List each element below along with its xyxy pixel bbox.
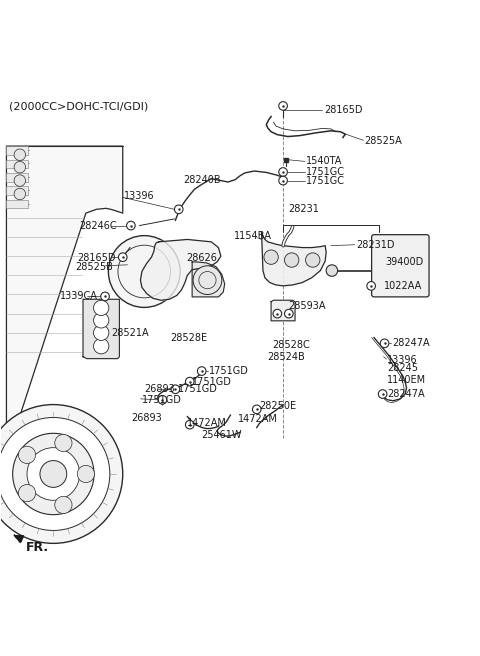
Text: 1472AM: 1472AM (238, 414, 277, 424)
Text: 26893: 26893 (144, 384, 175, 394)
Text: 1339CA: 1339CA (60, 291, 98, 301)
Text: 1751GD: 1751GD (142, 395, 182, 405)
Circle shape (27, 447, 80, 501)
Circle shape (14, 175, 25, 186)
Text: 1751GD: 1751GD (209, 366, 249, 376)
FancyBboxPatch shape (6, 173, 28, 182)
Circle shape (101, 292, 109, 300)
Circle shape (252, 405, 261, 414)
Circle shape (279, 176, 288, 185)
FancyBboxPatch shape (6, 199, 28, 209)
Text: 39400D: 39400D (385, 257, 424, 267)
Text: 26893: 26893 (131, 413, 162, 424)
Circle shape (279, 168, 288, 176)
Text: 28240B: 28240B (183, 174, 221, 184)
Text: 1751GC: 1751GC (306, 167, 345, 177)
Circle shape (119, 253, 127, 262)
Circle shape (77, 465, 95, 483)
Text: 28247A: 28247A (392, 338, 430, 348)
Text: 28626: 28626 (186, 253, 217, 262)
Circle shape (285, 253, 299, 267)
Polygon shape (83, 299, 120, 359)
FancyBboxPatch shape (6, 146, 28, 155)
Polygon shape (271, 300, 295, 321)
Text: 28250E: 28250E (259, 401, 296, 411)
Text: 28165D: 28165D (77, 253, 116, 262)
Circle shape (380, 339, 389, 348)
Circle shape (94, 300, 109, 316)
Text: 13396: 13396 (124, 192, 155, 201)
Text: 1751GD: 1751GD (178, 384, 217, 394)
Text: 1140EM: 1140EM (387, 375, 427, 384)
Polygon shape (6, 146, 123, 457)
Text: 25461W: 25461W (202, 430, 242, 440)
Circle shape (94, 313, 109, 328)
Circle shape (0, 417, 110, 531)
Circle shape (197, 367, 206, 375)
Circle shape (326, 265, 337, 276)
Circle shape (378, 390, 387, 398)
FancyBboxPatch shape (6, 159, 28, 168)
Circle shape (18, 446, 36, 463)
Text: 28231: 28231 (288, 204, 319, 215)
Polygon shape (192, 262, 225, 297)
FancyBboxPatch shape (6, 186, 28, 195)
Text: 28231D: 28231D (356, 239, 395, 250)
Circle shape (55, 497, 72, 514)
Circle shape (158, 396, 167, 404)
Circle shape (185, 420, 194, 429)
Circle shape (94, 325, 109, 340)
Circle shape (264, 250, 278, 264)
Circle shape (14, 188, 25, 199)
Circle shape (171, 385, 180, 394)
Circle shape (40, 461, 67, 487)
Circle shape (306, 253, 320, 267)
Text: (2000CC>DOHC-TCI/GDI): (2000CC>DOHC-TCI/GDI) (9, 102, 148, 112)
Text: 28521A: 28521A (111, 328, 148, 338)
Text: 28247A: 28247A (387, 389, 425, 399)
Text: 28245: 28245 (387, 363, 419, 373)
Circle shape (279, 102, 288, 110)
Text: 1022AA: 1022AA (384, 281, 422, 291)
Text: 28528C: 28528C (273, 340, 310, 350)
Circle shape (55, 434, 72, 451)
Circle shape (199, 272, 216, 289)
Circle shape (0, 405, 123, 543)
Polygon shape (141, 239, 221, 300)
Polygon shape (262, 232, 326, 286)
Text: 28528E: 28528E (170, 333, 208, 342)
Text: 13396: 13396 (387, 355, 418, 365)
Circle shape (193, 266, 222, 295)
Text: 28525A: 28525A (364, 136, 402, 146)
Text: 28593A: 28593A (288, 302, 325, 312)
Text: 1751GC: 1751GC (306, 176, 345, 186)
Text: 28246C: 28246C (80, 220, 117, 230)
Circle shape (273, 310, 282, 318)
Text: 28524B: 28524B (267, 352, 304, 361)
Circle shape (174, 205, 183, 214)
FancyBboxPatch shape (372, 235, 429, 297)
Circle shape (108, 236, 180, 308)
Circle shape (118, 245, 170, 298)
Text: 1540TA: 1540TA (306, 156, 342, 167)
Polygon shape (14, 535, 22, 541)
Text: 28525B: 28525B (75, 262, 113, 272)
Circle shape (185, 377, 194, 386)
Text: 1751GD: 1751GD (192, 377, 232, 386)
Circle shape (14, 149, 25, 161)
Circle shape (14, 161, 25, 173)
Circle shape (18, 485, 36, 502)
Circle shape (367, 281, 375, 290)
Circle shape (12, 434, 94, 515)
Text: 1154BA: 1154BA (234, 231, 272, 241)
Circle shape (127, 221, 135, 230)
Circle shape (285, 310, 293, 318)
Text: FR.: FR. (25, 541, 48, 554)
Text: 28165D: 28165D (324, 105, 362, 115)
Circle shape (94, 338, 109, 354)
Text: 1472AM: 1472AM (187, 418, 227, 428)
